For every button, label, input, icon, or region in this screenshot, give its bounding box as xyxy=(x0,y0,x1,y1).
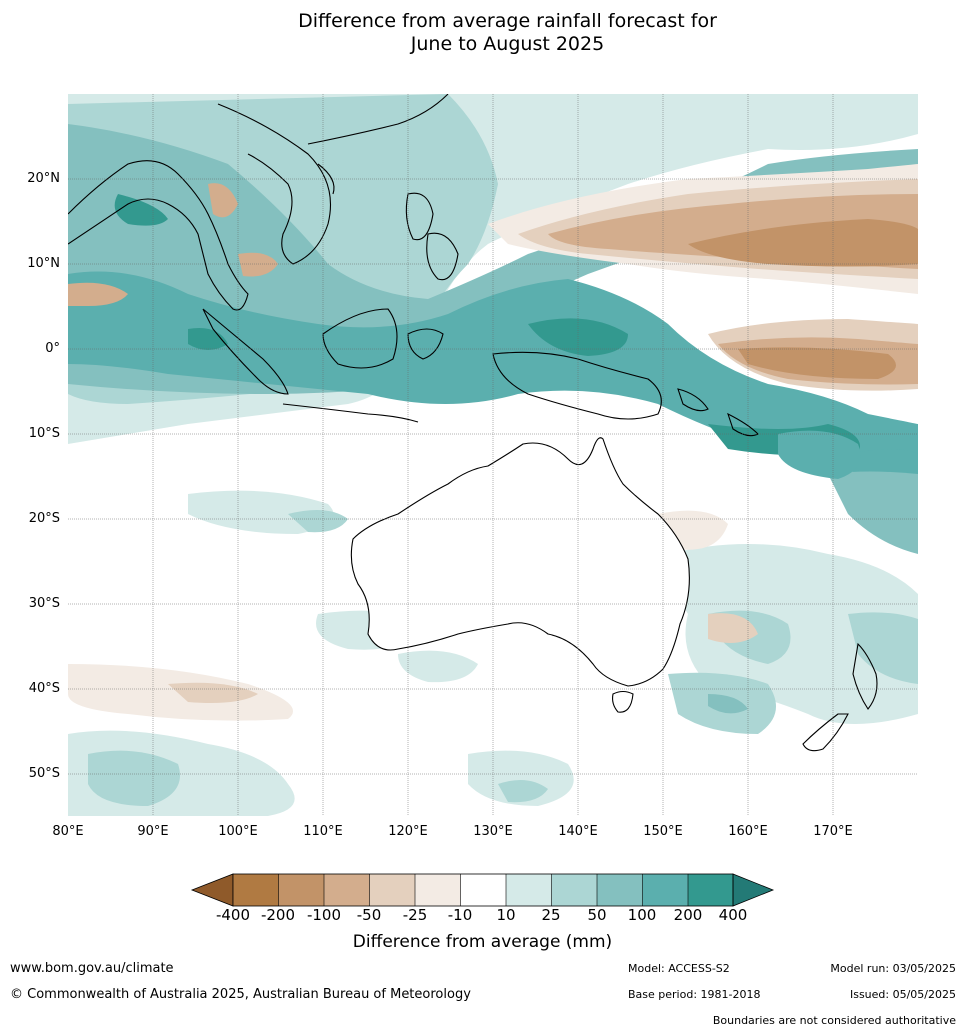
lon-label-110e: 110°E xyxy=(303,824,343,839)
colorbar-extend-wet xyxy=(732,873,775,907)
colorbar-tick: 400 xyxy=(718,906,748,924)
lon-label-100e: 100°E xyxy=(218,824,258,839)
lat-label-10s: 10°S xyxy=(28,426,60,441)
title-line-1: Difference from average rainfall forecas… xyxy=(298,10,717,32)
colorbar-tick: -10 xyxy=(447,906,473,924)
map-title: Difference from average rainfall forecas… xyxy=(0,10,965,56)
colorbar-tick: -100 xyxy=(306,906,342,924)
lon-label-130e: 130°E xyxy=(473,824,513,839)
rainfall-map xyxy=(68,94,918,816)
colorbar-segment xyxy=(369,874,415,906)
lat-label-10n: 10°N xyxy=(27,256,60,271)
copyright-text: © Commonwealth of Australia 2025, Austra… xyxy=(10,987,471,1002)
colorbar-segment xyxy=(551,874,597,906)
colorbar-tick: -50 xyxy=(356,906,382,924)
lon-label-170e: 170°E xyxy=(813,824,853,839)
disclaimer-text: Boundaries are not considered authoritat… xyxy=(712,1014,956,1027)
coastline-layer xyxy=(68,94,878,752)
lat-label-30s: 30°S xyxy=(28,596,60,611)
colorbar-tick: 25 xyxy=(541,906,561,924)
lon-label-120e: 120°E xyxy=(388,824,428,839)
colorbar-tick: 200 xyxy=(673,906,703,924)
map-canvas xyxy=(68,94,918,816)
colorbar-tick: 100 xyxy=(627,906,657,924)
lon-label-140e: 140°E xyxy=(558,824,598,839)
colorbar-segment xyxy=(233,874,279,906)
colorbar-tick: -200 xyxy=(260,906,296,924)
colorbar-segment xyxy=(506,874,552,906)
issued-text: Issued: 05/05/2025 xyxy=(849,988,956,1001)
lon-label-80e: 80°E xyxy=(52,824,84,839)
lat-label-0: 0° xyxy=(45,341,60,356)
model-text: Model: ACCESS-S2 xyxy=(628,962,730,975)
colorbar-segment xyxy=(324,874,370,906)
colorbar-tick: 50 xyxy=(587,906,607,924)
colorbar-segment xyxy=(642,874,688,906)
colorbar-segment xyxy=(597,874,643,906)
colorbar-segment xyxy=(278,874,324,906)
lon-label-150e: 150°E xyxy=(643,824,683,839)
colorbar xyxy=(190,873,775,907)
colorbar-tick: 10 xyxy=(496,906,516,924)
model-run-text: Model run: 03/05/2025 xyxy=(830,962,956,975)
lat-label-40s: 40°S xyxy=(28,681,60,696)
colorbar-extend-dry xyxy=(190,873,234,907)
website-link[interactable]: www.bom.gov.au/climate xyxy=(10,961,174,976)
colorbar-segment xyxy=(460,874,506,906)
lat-label-20n: 20°N xyxy=(27,171,60,186)
colorbar-segment xyxy=(415,874,461,906)
colorbar-tick: -25 xyxy=(402,906,428,924)
colorbar-label: Difference from average (mm) xyxy=(352,932,613,952)
lat-label-50s: 50°S xyxy=(28,766,60,781)
colorbar-tick: -400 xyxy=(215,906,251,924)
base-period-text: Base period: 1981-2018 xyxy=(628,988,761,1001)
colorbar-segment xyxy=(688,874,733,906)
lon-label-160e: 160°E xyxy=(728,824,768,839)
graticule xyxy=(68,94,918,816)
lon-label-90e: 90°E xyxy=(137,824,169,839)
lat-label-20s: 20°S xyxy=(28,511,60,526)
title-line-2: June to August 2025 xyxy=(410,33,605,55)
